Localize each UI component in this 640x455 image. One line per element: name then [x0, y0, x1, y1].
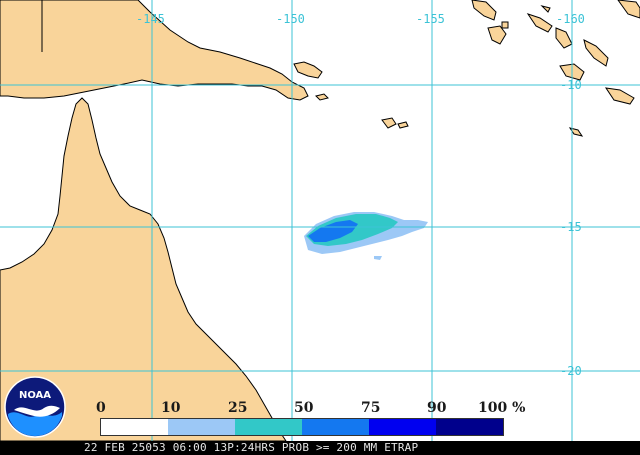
legend-swatch-0-10 — [101, 419, 168, 435]
legend-swatch-25-50 — [235, 419, 302, 435]
lat-label-20: -20 — [560, 364, 582, 378]
land-solomon-7 — [617, 0, 640, 19]
land-papua-new-guinea — [0, 0, 309, 101]
lon-label-145: -145 — [136, 12, 165, 26]
legend-tick-0: 0 — [96, 400, 106, 416]
legend-swatch-50-75 — [302, 419, 369, 435]
legend-swatch-10-25 — [168, 419, 235, 435]
grid-lines — [0, 0, 640, 441]
lat-label-15: -15 — [560, 220, 582, 234]
legend-swatch-90-100 — [436, 419, 503, 435]
lon-label-150: -150 — [276, 12, 305, 26]
probability-swath — [304, 212, 428, 260]
legend-tick-25: 25 — [228, 400, 248, 416]
land-island-2 — [381, 117, 397, 129]
footer-bar: 22 FEB 25053 06:00 13P:24HRS PROB >= 200… — [0, 441, 640, 455]
lon-label-160: -160 — [556, 12, 585, 26]
noaa-logo: NOAA — [4, 376, 66, 438]
land-island-1 — [315, 93, 329, 101]
land-layer — [0, 0, 640, 442]
legend-tick-10: 10 — [161, 400, 181, 416]
product-caption: 22 FEB 25053 06:00 13P:24HRS PROB >= 200… — [84, 441, 419, 454]
land-solomon-4 — [583, 39, 609, 67]
lon-label-155: -155 — [416, 12, 445, 26]
land-solomon-1 — [487, 25, 507, 45]
land-island-4 — [568, 127, 584, 137]
legend-swatch-75-90 — [369, 419, 436, 435]
land-new-britain — [293, 61, 323, 79]
land-island-6 — [501, 21, 509, 29]
legend-tick-100: 100 % — [478, 400, 526, 416]
land-solomon-3 — [555, 27, 573, 49]
land-queensland — [0, 97, 287, 442]
land-bougainville — [471, 0, 497, 21]
swath-10-25-tail — [374, 256, 382, 260]
legend-tick-50: 50 — [294, 400, 314, 416]
land-island-3 — [397, 121, 409, 129]
lat-label-10: -10 — [560, 78, 582, 92]
noaa-logo-text: NOAA — [19, 390, 51, 401]
legend-tick-75: 75 — [361, 400, 381, 416]
land-solomon-2 — [526, 13, 553, 33]
legend-tick-90: 90 — [427, 400, 447, 416]
swath-50-75 — [308, 220, 358, 242]
land-solomon-6 — [604, 87, 635, 105]
land-island-5 — [540, 5, 551, 13]
legend-colorbar — [100, 418, 504, 436]
